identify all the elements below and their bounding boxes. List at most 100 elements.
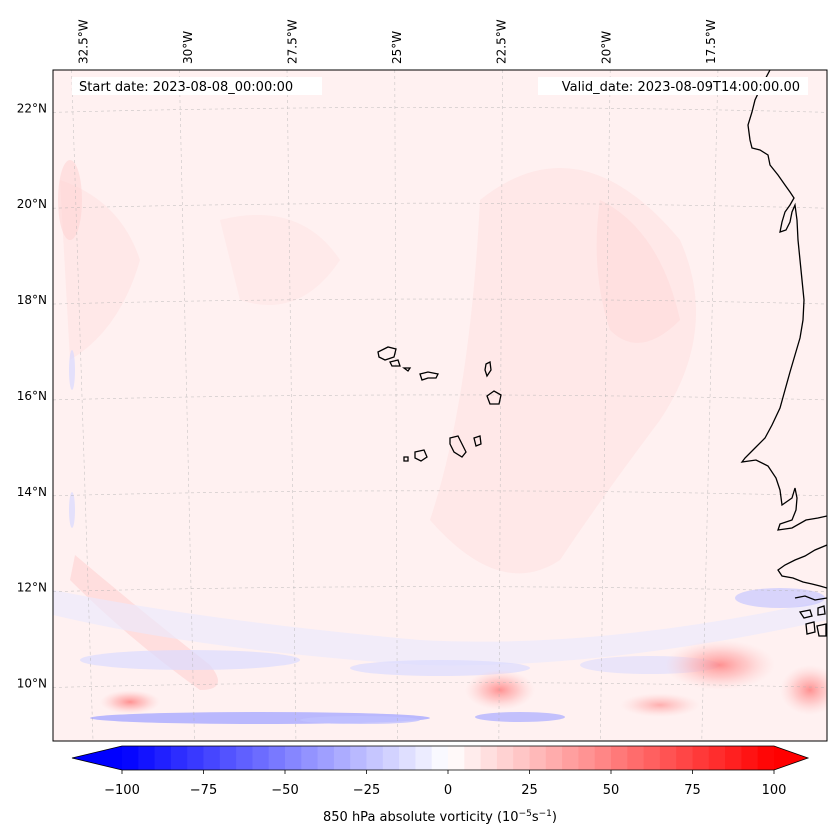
cape-verde-island-santiago — [449, 435, 467, 458]
colorbar-band — [480, 746, 498, 770]
vorticity-field-positive-blob — [665, 640, 775, 690]
guinea-bissau-coastline — [777, 544, 827, 589]
colorbar-tick-label: 100 — [762, 783, 787, 798]
colorbar-band — [154, 746, 172, 770]
longitude-tick-label: 30°W — [181, 31, 195, 64]
valid-date-label: Valid_date: 2023-08-09T14:00:00.00 — [562, 80, 800, 95]
west-africa-coastline — [740, 70, 827, 531]
colorbar-band — [382, 746, 400, 770]
meridian-line — [701, 70, 719, 741]
bissagos-island — [817, 605, 826, 616]
cape-verde-island-sao-nicolau — [419, 371, 439, 381]
colorbar-band — [513, 746, 530, 770]
colorbar-tick-label: −100 — [104, 783, 140, 798]
longitude-tick-labels: 32.5°W 30°W 27.5°W 25°W 22.5°W 20°W 17.5°W — [76, 19, 718, 64]
vorticity-field-negative-band — [475, 712, 565, 722]
colorbar-band — [643, 746, 661, 770]
cape-verde-island-sao-vicente — [389, 359, 401, 367]
colorbar-band — [399, 746, 416, 770]
colorbar-band — [203, 746, 221, 770]
vorticity-field-negative-streak — [69, 350, 75, 390]
colorbar-band — [545, 746, 563, 770]
colorbar-band — [594, 746, 612, 770]
cape-verde-island-santa-luzia — [402, 367, 412, 372]
meridian-line — [498, 70, 503, 741]
colorbar-bands — [122, 746, 775, 770]
colorbar-band — [627, 746, 645, 770]
colorbar-band — [464, 746, 482, 770]
vorticity-field-positive-zone — [596, 200, 680, 343]
colorbar-band — [252, 746, 270, 770]
parallel-line — [53, 682, 827, 688]
colorbar-tick-label: −75 — [190, 783, 217, 798]
colorbar-tick-label: 0 — [444, 783, 452, 798]
colorbar-band — [333, 746, 351, 770]
colorbar-band — [741, 746, 759, 770]
parallel-line — [53, 586, 827, 592]
longitude-tick-label: 25°W — [390, 31, 404, 64]
colorbar-band — [692, 746, 710, 770]
meridian-line — [71, 70, 94, 741]
bissagos-island — [816, 623, 827, 637]
colorbar-extend-min — [72, 746, 122, 770]
colorbar-band — [122, 746, 139, 770]
latitude-tick-label: 18°N — [17, 293, 47, 307]
meridian-line — [178, 70, 195, 741]
colorbar-band — [529, 746, 547, 770]
colorbar-band — [350, 746, 367, 770]
colorbar-band — [170, 746, 188, 770]
colorbar-extend-max — [774, 746, 808, 770]
vorticity-field-positive-blob — [620, 693, 700, 717]
colorbar-band — [431, 746, 449, 770]
colorbar-tick-label: −25 — [353, 783, 380, 798]
colorbar-band — [138, 746, 156, 770]
parallel-line — [53, 107, 827, 113]
latitude-tick-labels: 22°N 20°N 18°N 16°N 14°N 12°N 10°N — [17, 101, 47, 690]
colorbar-band — [301, 746, 319, 770]
colorbar-band — [236, 746, 253, 770]
vorticity-field-negative-band — [300, 716, 420, 724]
colorbar-band — [415, 746, 433, 770]
map-panel[interactable]: Start date: 2023-08-08_00:00:00 Valid_da… — [53, 70, 837, 741]
colorbar-band — [219, 746, 237, 770]
bissagos-island — [798, 609, 813, 619]
cape-verde-island-santo-antao — [377, 346, 397, 361]
cape-verde-island-boa-vista — [486, 390, 502, 405]
longitude-tick-label: 22.5°W — [495, 19, 509, 64]
valid-date-box — [538, 77, 808, 95]
vorticity-field-positive-blob — [465, 670, 535, 710]
longitude-tick-label: 32.5°W — [76, 19, 90, 64]
colorbar-tick-label: 75 — [684, 783, 701, 798]
colorbar-band — [676, 746, 693, 770]
colorbar-band — [496, 746, 514, 770]
colorbar-title: 850 hPa absolute vorticity (10−5s−1) — [323, 809, 557, 825]
map-frame — [52, 69, 828, 742]
colorbar-tick-label: 25 — [521, 783, 538, 798]
colorbar-band — [268, 746, 286, 770]
start-date-box — [72, 77, 322, 95]
bissagos-island — [805, 621, 816, 635]
colorbar-band — [578, 746, 596, 770]
vorticity-field-positive-blob — [100, 690, 160, 714]
colorbar: −100 −75 −50 −25 0 25 50 75 100 850 hPa absolute… — [71, 745, 810, 825]
colorbar-band — [448, 746, 465, 770]
parallel-line — [53, 202, 827, 209]
colorbar-ticks: −100 −75 −50 −25 0 25 50 75 100 — [104, 770, 786, 798]
vorticity-field-negative-streak — [69, 492, 75, 528]
meridian-line — [394, 70, 398, 741]
colorbar-band — [757, 746, 775, 770]
start-date-label: Start date: 2023-08-08_00:00:00 — [79, 80, 293, 95]
vorticity-field-negative-band — [53, 590, 827, 666]
colorbar-band — [285, 746, 302, 770]
longitude-tick-label: 20°W — [599, 31, 613, 64]
latitude-tick-label: 10°N — [17, 676, 47, 690]
vorticity-field-positive-zone — [60, 180, 140, 360]
cape-verde-island-maio — [473, 435, 482, 447]
vorticity-field-positive-zone — [220, 215, 340, 305]
colorbar-tick-label: −50 — [271, 783, 298, 798]
vorticity-field-positive-blob — [780, 665, 827, 715]
longitude-tick-label: 27.5°W — [285, 19, 299, 64]
cape-verde-island-fogo — [414, 449, 428, 462]
latitude-tick-label: 12°N — [17, 581, 47, 595]
